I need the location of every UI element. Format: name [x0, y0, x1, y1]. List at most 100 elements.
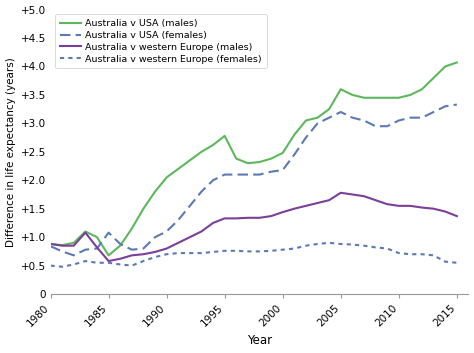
- Line: Australia v USA (males): Australia v USA (males): [51, 62, 457, 255]
- Australia v western Europe (males): [442, 209, 448, 214]
- Australia v USA (females): [233, 173, 239, 177]
- Australia v western Europe (males): [292, 207, 297, 211]
- Australia v USA (females): [118, 242, 123, 246]
- Australia v USA (males): [118, 244, 123, 248]
- Australia v western Europe (males): [141, 252, 146, 256]
- Australia v western Europe (males): [454, 214, 460, 218]
- Australia v western Europe (males): [129, 253, 135, 257]
- Australia v USA (males): [245, 161, 251, 165]
- Australia v USA (females): [164, 229, 170, 234]
- Australia v western Europe (females): [431, 253, 437, 257]
- Australia v USA (males): [431, 76, 437, 80]
- Australia v western Europe (males): [338, 191, 344, 195]
- Australia v western Europe (females): [256, 249, 262, 253]
- Australia v USA (males): [71, 241, 77, 245]
- Australia v western Europe (females): [384, 246, 390, 251]
- Australia v USA (males): [106, 253, 111, 257]
- Australia v USA (males): [408, 93, 413, 97]
- Australia v USA (males): [442, 64, 448, 68]
- Australia v western Europe (females): [338, 242, 344, 246]
- Australia v USA (females): [199, 190, 204, 194]
- Australia v western Europe (males): [326, 198, 332, 202]
- Line: Australia v USA (females): Australia v USA (females): [51, 104, 457, 255]
- Australia v USA (males): [164, 175, 170, 180]
- Australia v western Europe (males): [361, 194, 367, 198]
- Australia v USA (females): [175, 218, 181, 222]
- Australia v western Europe (females): [245, 249, 251, 253]
- Australia v western Europe (males): [245, 216, 251, 220]
- Australia v USA (females): [361, 118, 367, 122]
- Australia v USA (females): [326, 115, 332, 120]
- Australia v USA (males): [175, 167, 181, 171]
- Australia v western Europe (males): [233, 216, 239, 221]
- Australia v western Europe (females): [94, 261, 100, 265]
- Australia v USA (females): [210, 178, 216, 183]
- Australia v USA (females): [48, 244, 54, 249]
- Australia v western Europe (males): [256, 216, 262, 220]
- Australia v USA (males): [454, 60, 460, 65]
- Australia v USA (males): [59, 243, 65, 247]
- Australia v western Europe (females): [280, 247, 285, 252]
- Australia v western Europe (males): [303, 204, 309, 208]
- Australia v western Europe (males): [152, 250, 158, 254]
- Australia v USA (males): [94, 235, 100, 239]
- Australia v western Europe (females): [129, 263, 135, 268]
- Australia v USA (males): [222, 134, 228, 138]
- Australia v USA (females): [280, 168, 285, 172]
- Line: Australia v western Europe (males): Australia v western Europe (males): [51, 193, 457, 261]
- Australia v western Europe (females): [303, 244, 309, 248]
- Australia v USA (males): [210, 143, 216, 147]
- Australia v western Europe (females): [48, 263, 54, 268]
- Australia v USA (females): [419, 115, 425, 120]
- Australia v western Europe (females): [408, 252, 413, 256]
- Australia v western Europe (females): [210, 250, 216, 254]
- Australia v USA (males): [349, 93, 355, 97]
- Australia v USA (males): [292, 133, 297, 137]
- Australia v western Europe (males): [384, 202, 390, 206]
- Australia v USA (females): [442, 104, 448, 108]
- Australia v western Europe (females): [419, 252, 425, 256]
- Australia v USA (males): [315, 115, 320, 120]
- Australia v USA (females): [82, 247, 88, 252]
- Australia v western Europe (females): [315, 242, 320, 246]
- Australia v USA (females): [256, 173, 262, 177]
- Australia v western Europe (females): [118, 262, 123, 267]
- Australia v USA (females): [129, 247, 135, 252]
- Australia v western Europe (females): [141, 259, 146, 263]
- Australia v USA (males): [233, 156, 239, 161]
- Australia v western Europe (males): [164, 246, 170, 251]
- Australia v USA (females): [315, 121, 320, 125]
- Australia v western Europe (males): [280, 210, 285, 214]
- Australia v USA (males): [280, 151, 285, 155]
- Australia v western Europe (females): [199, 251, 204, 255]
- Line: Australia v western Europe (females): Australia v western Europe (females): [51, 243, 457, 267]
- Australia v western Europe (males): [82, 231, 88, 235]
- Australia v western Europe (males): [349, 192, 355, 197]
- Australia v western Europe (females): [106, 261, 111, 265]
- Australia v western Europe (males): [59, 244, 65, 248]
- Australia v western Europe (males): [48, 242, 54, 246]
- Australia v USA (males): [268, 156, 274, 161]
- Australia v USA (females): [59, 249, 65, 253]
- X-axis label: Year: Year: [247, 334, 272, 347]
- Australia v USA (females): [384, 124, 390, 128]
- Australia v USA (males): [384, 96, 390, 100]
- Australia v western Europe (females): [82, 259, 88, 263]
- Australia v western Europe (males): [396, 204, 401, 208]
- Australia v western Europe (males): [373, 198, 378, 202]
- Australia v western Europe (females): [187, 251, 192, 255]
- Australia v western Europe (females): [292, 246, 297, 251]
- Australia v western Europe (males): [222, 216, 228, 221]
- Australia v western Europe (males): [210, 221, 216, 225]
- Australia v USA (females): [94, 246, 100, 251]
- Australia v western Europe (females): [222, 249, 228, 253]
- Australia v western Europe (males): [187, 235, 192, 239]
- Australia v USA (females): [187, 204, 192, 208]
- Australia v western Europe (females): [396, 251, 401, 255]
- Australia v western Europe (males): [419, 205, 425, 210]
- Australia v USA (females): [292, 152, 297, 157]
- Australia v western Europe (males): [94, 245, 100, 250]
- Australia v western Europe (females): [268, 249, 274, 253]
- Legend: Australia v USA (males), Australia v USA (females), Australia v western Europe (: Australia v USA (males), Australia v USA…: [55, 14, 267, 68]
- Australia v USA (females): [141, 246, 146, 251]
